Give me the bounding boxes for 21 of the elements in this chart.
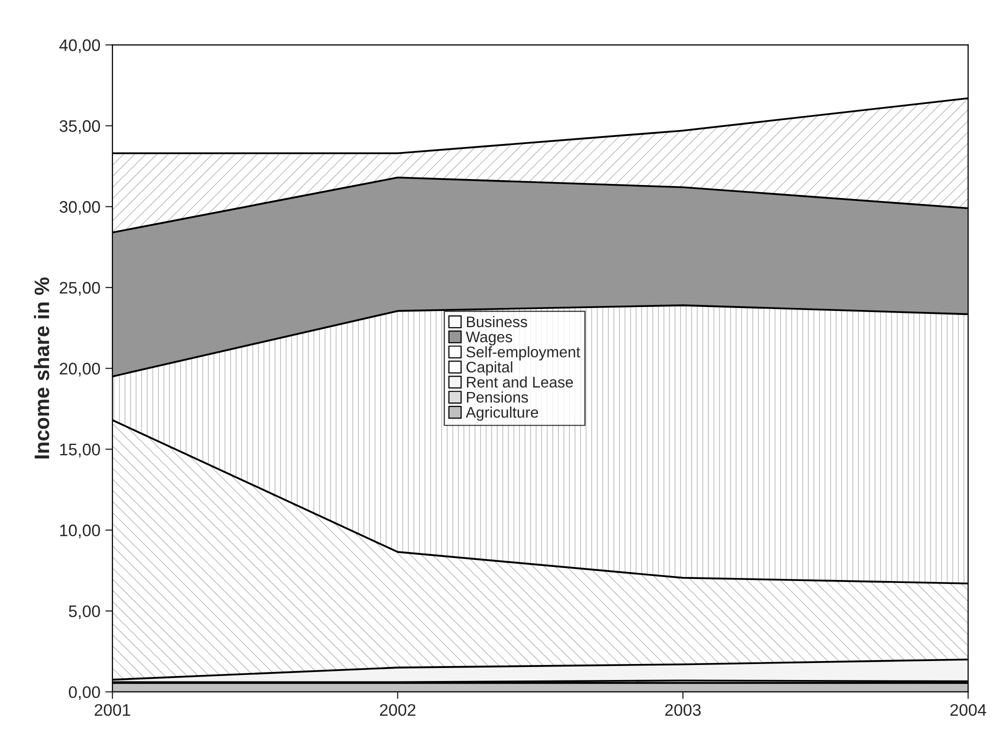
y-tick-label: 20,00 bbox=[60, 362, 100, 377]
y-tick-label: 10,00 bbox=[60, 524, 100, 538]
x-tick-label: 2004 bbox=[950, 704, 986, 716]
y-tick-label: 5,00 bbox=[68, 605, 100, 620]
x-tick-label: 2003 bbox=[665, 704, 701, 716]
legend-label: Self-employment bbox=[466, 346, 580, 360]
x-tick-label: 2002 bbox=[380, 704, 416, 716]
x-tick-label: 2001 bbox=[94, 704, 130, 716]
y-tick-label: 15,00 bbox=[60, 444, 100, 458]
y-tick-label: 30,00 bbox=[60, 201, 100, 215]
y-axis-title: Income share in % bbox=[34, 277, 50, 458]
legend-label: Capital bbox=[466, 361, 512, 376]
y-tick-label: 25,00 bbox=[60, 282, 100, 296]
y-tick-label: 40,00 bbox=[59, 39, 100, 54]
legend-label: Business bbox=[466, 316, 528, 328]
legend-label: Pensions bbox=[466, 391, 528, 403]
legend-label: Rent and Lease bbox=[466, 376, 573, 388]
legend-label: Wages bbox=[466, 332, 512, 346]
y-tick-label: 0,00 bbox=[68, 686, 100, 700]
y-tick-label: 35,00 bbox=[60, 120, 100, 134]
legend-label: Agriculture bbox=[466, 406, 538, 421]
